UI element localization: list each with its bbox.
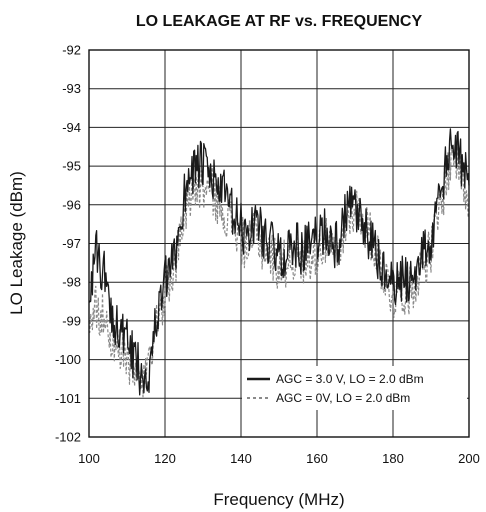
legend-entry-solid: AGC = 3.0 V, LO = 2.0 dBm xyxy=(276,372,424,386)
y-tick-label: -92 xyxy=(62,43,81,58)
x-tick-label: 120 xyxy=(154,451,176,466)
x-tick-label: 180 xyxy=(382,451,404,466)
y-tick-label: -100 xyxy=(55,352,81,367)
x-tick-label: 200 xyxy=(458,451,480,466)
y-axis-label: LO Leakage (dBm) xyxy=(7,171,26,315)
y-tick-label: -101 xyxy=(55,391,81,406)
series-line-agc-3v xyxy=(88,128,470,396)
y-tick-label: -102 xyxy=(55,430,81,445)
x-tick-label: 140 xyxy=(230,451,252,466)
y-tick-label: -96 xyxy=(62,197,81,212)
series-line-agc-0v xyxy=(88,137,470,398)
x-tick-label: 160 xyxy=(306,451,328,466)
y-tick-labels: -92 -93 -94 -95 -96 -97 -98 -99 -100 -101 -102 xyxy=(55,43,81,445)
y-tick-label: -97 xyxy=(62,236,81,251)
y-tick-label: -95 xyxy=(62,159,81,174)
legend: AGC = 3.0 V, LO = 2.0 dBm AGC = 0V, LO =… xyxy=(242,366,467,410)
y-tick-label: -98 xyxy=(62,275,81,290)
series-layer xyxy=(88,128,470,398)
legend-box xyxy=(242,366,467,410)
chart-title: LO LEAKAGE AT RF vs. FREQUENCY xyxy=(136,13,423,30)
y-tick-label: -94 xyxy=(62,120,81,135)
plot-frame xyxy=(88,49,470,438)
legend-entry-dashed: AGC = 0V, LO = 2.0 dBm xyxy=(276,391,410,405)
x-axis-label: Frequency (MHz) xyxy=(213,490,344,509)
y-tick-label: -99 xyxy=(62,313,81,328)
y-tick-label: -93 xyxy=(62,81,81,96)
x-tick-label: 100 xyxy=(78,451,100,466)
x-tick-labels: 100 120 140 160 180 200 xyxy=(78,451,480,466)
